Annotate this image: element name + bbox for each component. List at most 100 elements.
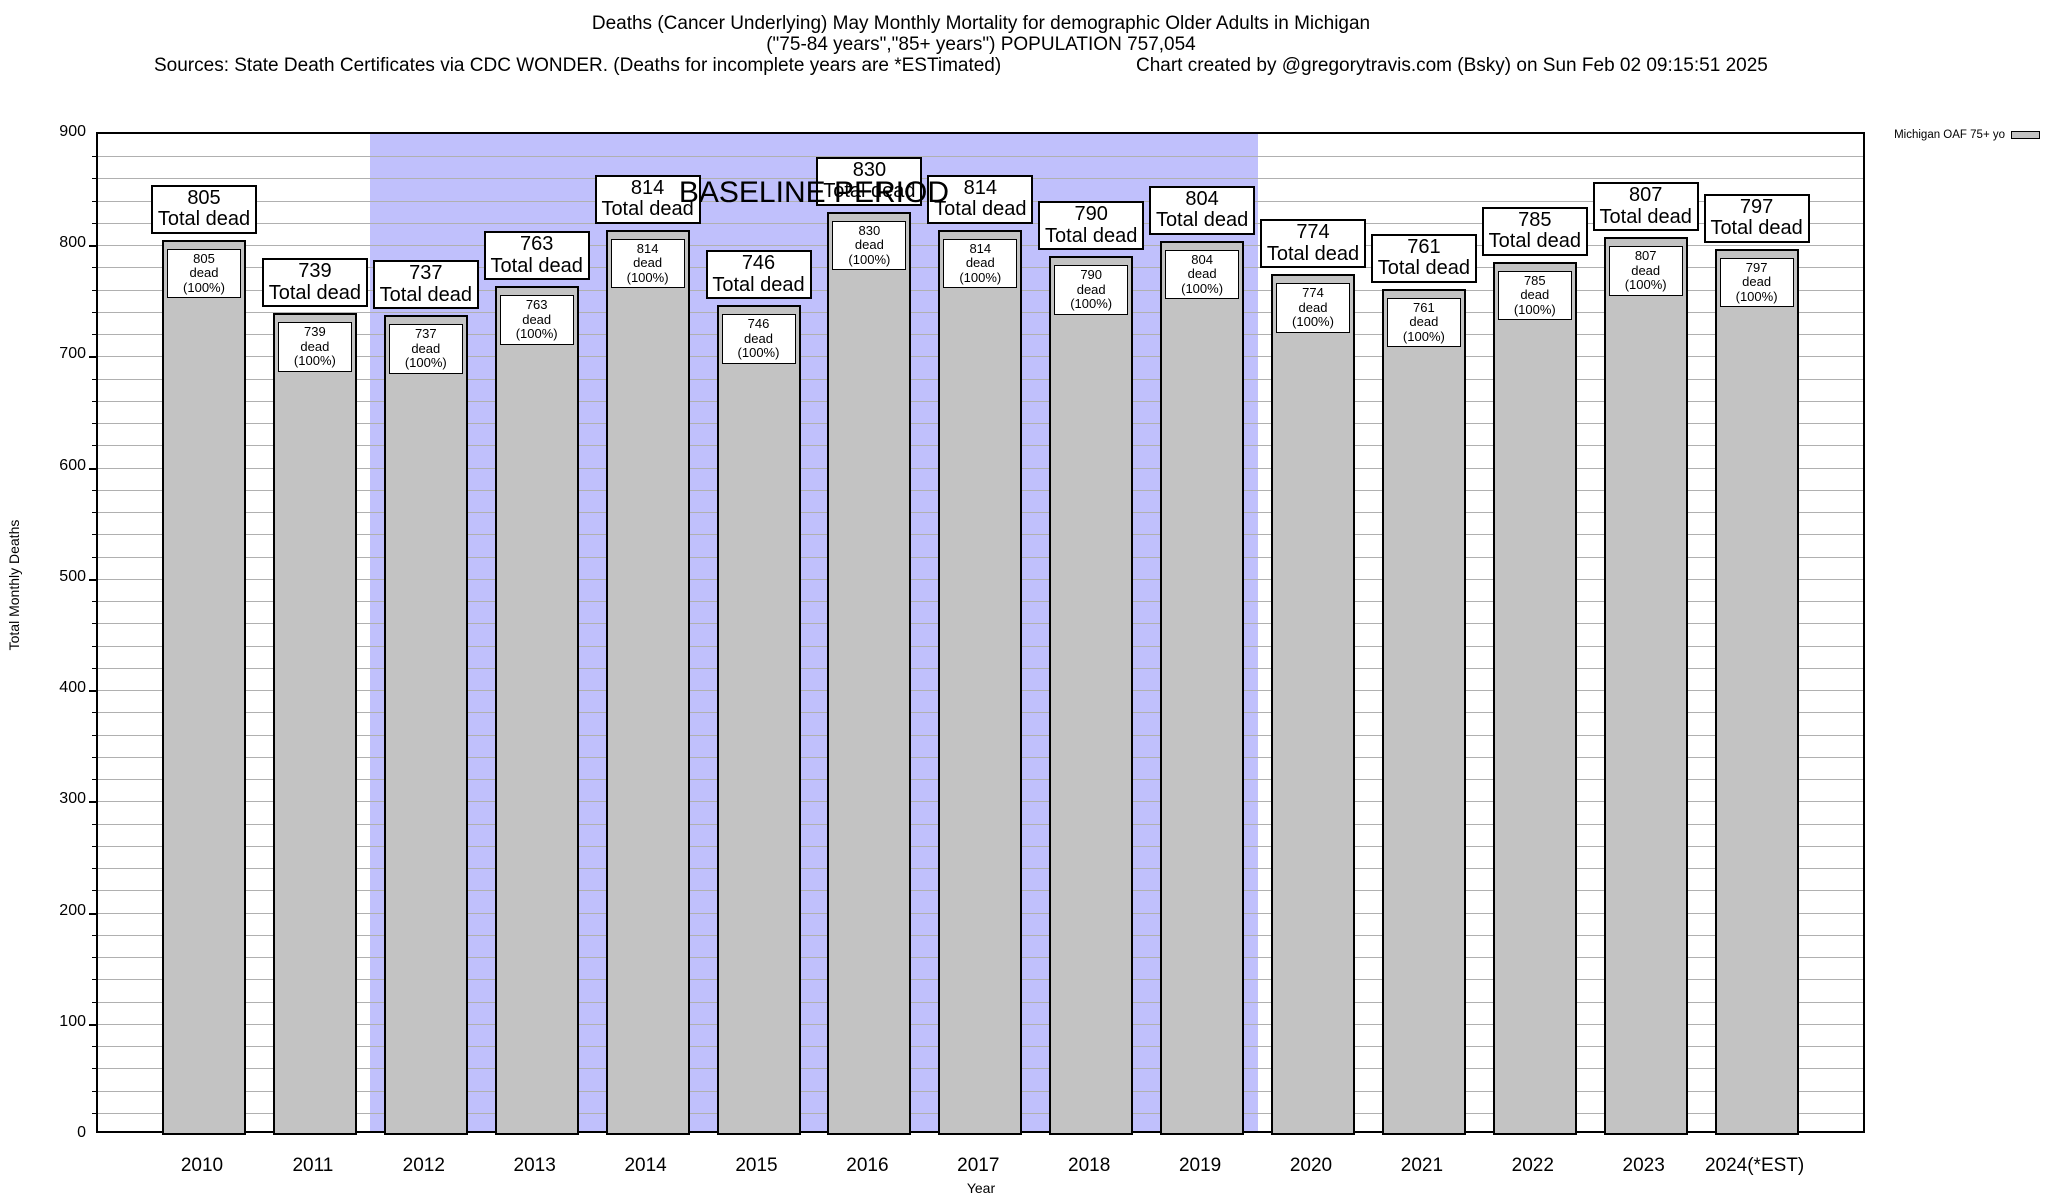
bar-inner-suffix: dead (100%)	[1513, 287, 1556, 317]
bar-inner-label-2021: 761 dead (100%)	[1386, 297, 1461, 348]
bar-total-suffix: Total dead	[157, 208, 251, 231]
bar-inner-label-2010: 805 dead (100%)	[167, 248, 241, 299]
y-axis-tick	[92, 423, 96, 425]
bar-total-label-2010: 805 Total dead	[151, 184, 257, 234]
bar-total-value: 746	[741, 252, 776, 275]
bar-total-label-2015: 746 Total dead	[705, 250, 812, 300]
bar-inner-suffix: dead (100%)	[848, 237, 891, 267]
x-axis-tick-label-2018: 2018	[1068, 1155, 1111, 1176]
y-axis-tick-label: 700	[59, 345, 86, 363]
y-axis-tick	[92, 667, 96, 669]
chart-credit-note: Chart created by @gregorytravis.com (Bsk…	[1136, 55, 1768, 76]
bar-2021: 761 dead (100%)	[1381, 288, 1466, 1135]
bar-total-value: 763	[520, 233, 554, 256]
bar-total-label-2020: 774 Total dead	[1260, 219, 1366, 269]
bar-inner-value: 737	[414, 326, 437, 342]
x-axis-tick-label-2024(*EST): 2024(*EST)	[1704, 1155, 1805, 1176]
chart-title-line1: Deaths (Cancer Underlying) May Monthly M…	[591, 13, 1371, 34]
bar-inner-suffix: dead (100%)	[737, 330, 780, 361]
bar-total-label-2016: 830 Total dead	[816, 156, 923, 206]
bar-total-label-2019: 804 Total dead	[1149, 185, 1256, 235]
legend-swatch-icon	[2011, 131, 2040, 139]
y-axis-tick	[92, 156, 96, 158]
bar-2010: 805 dead (100%)	[162, 239, 246, 1135]
legend: Michigan OAF 75+ yo	[1878, 129, 2040, 141]
bar-2014: 814 dead (100%)	[605, 229, 690, 1135]
y-axis-tick	[89, 690, 96, 693]
bar-total-label-2021: 761 Total dead	[1370, 233, 1477, 283]
bar-total-suffix: Total dead	[1599, 205, 1692, 228]
bar-inner-label-2018: 790 dead (100%)	[1054, 265, 1129, 315]
y-axis-tick	[92, 489, 96, 491]
y-axis-tick	[92, 779, 96, 781]
bar-2019: 804 dead (100%)	[1160, 240, 1245, 1135]
bar-total-suffix: Total dead	[934, 198, 1027, 221]
y-axis-tick	[92, 445, 96, 447]
bar-inner-label-2024(*EST): 797 dead (100%)	[1719, 257, 1794, 308]
y-axis-tick	[89, 801, 96, 804]
y-axis-tick	[92, 178, 96, 180]
y-axis-tick	[89, 467, 96, 470]
y-axis-tick	[92, 311, 96, 313]
bar-total-label-2023: 807 Total dead	[1592, 182, 1699, 232]
bar-inner-suffix: dead (100%)	[1292, 299, 1334, 330]
bar-total-value: 807	[1629, 184, 1663, 207]
x-axis-tick-label-2014: 2014	[624, 1155, 667, 1176]
bar-2011: 739 dead (100%)	[272, 313, 357, 1135]
y-axis-tick	[92, 845, 96, 847]
bar-total-value: 761	[1407, 235, 1441, 258]
bar-2018: 790 dead (100%)	[1049, 256, 1134, 1135]
y-axis-tick	[92, 890, 96, 892]
x-axis-tick-label-2021: 2021	[1400, 1155, 1444, 1176]
bar-total-value: 814	[963, 176, 997, 199]
y-axis-tick	[92, 378, 96, 380]
bar-total-suffix: Total dead	[1045, 224, 1138, 247]
bar-total-value: 804	[1185, 187, 1219, 210]
y-axis-tick	[92, 1001, 96, 1003]
bar-inner-label-2012: 737 dead (100%)	[388, 324, 463, 374]
x-axis-title: Year	[966, 1180, 996, 1196]
bar-inner-value: 790	[1080, 267, 1103, 283]
bar-total-label-2013: 763 Total dead	[483, 231, 590, 281]
bar-inner-value: 814	[636, 240, 659, 256]
y-axis-tick	[92, 400, 96, 402]
bar-2024(*EST): 797 dead (100%)	[1714, 248, 1799, 1135]
bar-total-label-2018: 790 Total dead	[1038, 201, 1145, 251]
y-axis-tick-label: 500	[59, 567, 86, 585]
bar-inner-value: 830	[858, 222, 881, 238]
bar-inner-suffix: dead (100%)	[959, 255, 1002, 285]
y-axis-tick	[89, 356, 96, 359]
bar-inner-value: 761	[1413, 299, 1435, 315]
baseline-period-label: BASELINE PERIOD	[678, 176, 949, 209]
bar-inner-label-2019: 804 dead (100%)	[1165, 249, 1240, 300]
bar-total-suffix: Total dead	[601, 198, 694, 221]
bar-total-suffix: Total dead	[1710, 217, 1803, 240]
y-axis-tick	[92, 267, 96, 269]
bar-2013: 763 dead (100%)	[494, 286, 579, 1135]
bar-total-value: 790	[1074, 203, 1108, 226]
chart-title-line2: ("75-84 years","85+ years") POPULATION 7…	[766, 34, 1196, 55]
bar-total-suffix: Total dead	[1266, 242, 1360, 265]
bar-inner-value: 807	[1634, 248, 1657, 264]
y-axis-tick-label: 200	[59, 901, 86, 919]
x-axis-tick-label-2015: 2015	[735, 1155, 778, 1176]
bar-inner-label-2013: 763 dead (100%)	[499, 295, 574, 345]
bar-inner-label-2016: 830 dead (100%)	[832, 220, 907, 271]
y-axis-tick	[89, 1023, 96, 1026]
bar-inner-value: 797	[1745, 259, 1768, 275]
y-axis-tick-label: 900	[59, 123, 86, 140]
bar-inner-value: 785	[1523, 272, 1546, 288]
y-axis-tick	[92, 556, 96, 558]
bar-inner-suffix: dead (100%)	[1624, 262, 1667, 293]
bar-inner-label-2017: 814 dead (100%)	[943, 238, 1018, 289]
x-axis-tick-label-2019: 2019	[1178, 1155, 1222, 1176]
bar-inner-suffix: dead (100%)	[1402, 314, 1445, 344]
bar-inner-suffix: dead (100%)	[183, 265, 225, 295]
bar-2015: 746 dead (100%)	[716, 305, 801, 1135]
bar-2017: 814 dead (100%)	[938, 229, 1023, 1135]
bar-total-value: 830	[852, 158, 887, 181]
bar-inner-label-2015: 746 dead (100%)	[721, 314, 796, 364]
bar-2020: 774 dead (100%)	[1271, 274, 1355, 1135]
y-axis-tick	[92, 1112, 96, 1114]
